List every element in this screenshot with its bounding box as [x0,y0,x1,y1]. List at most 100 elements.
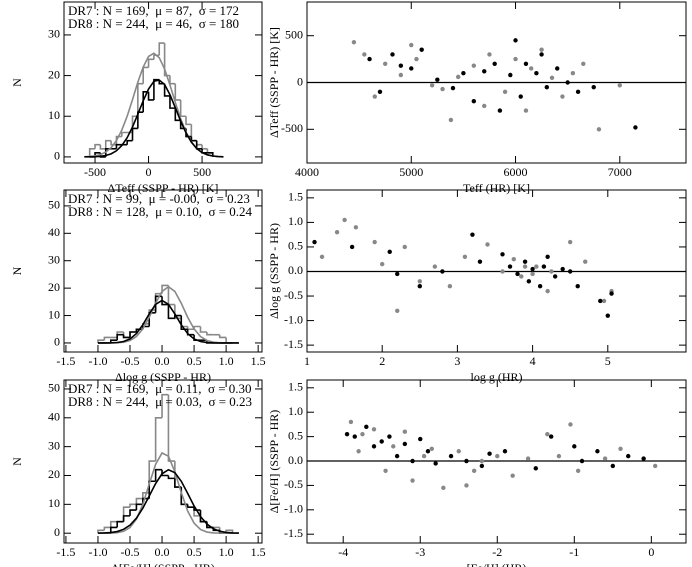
histogram-bin [218,334,227,339]
scatter-point [575,89,581,95]
scatter-point [545,431,550,437]
scatter-point [523,108,529,113]
y-axis-label: ΔTeff (SSPP - HR) [K] [267,27,281,138]
scatter-point [482,103,487,109]
histogram-bin [174,83,181,101]
scatter-point [596,127,602,132]
scatter-point [482,69,487,74]
annotation: DR8 : N = 244, μ = 0.03, σ = 0.23 [68,394,252,409]
x-axis-label: Teff (HR) [K] [463,181,530,195]
scatter-point [485,242,490,247]
scatter-point [591,84,596,90]
scatter-point [414,56,419,62]
scatter-point [560,94,565,99]
scatter-point [409,66,414,71]
scatter-point [395,308,400,313]
scatter-point [455,74,461,80]
scatter-point [633,125,638,130]
x-tick-label: -2 [492,545,502,559]
scatter-point [372,239,377,245]
scatter-point [510,473,515,478]
scatter-point [419,47,424,52]
histogram-bin [153,78,160,100]
histogram-bin [147,58,154,68]
x-tick-label: -500 [84,165,106,179]
histogram-bin [110,140,117,146]
x-tick-label: 4 [530,354,536,368]
scatter-point [379,439,384,444]
scatter-point [479,463,485,469]
x-tick-label: -0.5 [121,354,140,368]
x-tick-label: -0.5 [121,545,140,559]
scatter-point [617,83,622,88]
histogram-bin [126,139,133,145]
scatter-point [549,269,554,274]
histogram-bin [167,304,175,320]
scatter-point [530,271,535,277]
histogram-bin [109,339,118,343]
scatter-point [497,108,503,113]
histogram-bin [174,108,181,122]
scatter-point [518,94,523,99]
y-tick-label: -1.0 [284,502,303,516]
x-tick-label: 3 [454,354,460,368]
scatter-point [435,77,440,82]
histogram-bin [122,334,130,339]
x-tick-label: -1.5 [56,545,75,559]
scatter-point [500,269,505,274]
x-tick-label: 0.0 [155,545,170,559]
histogram-bin [137,111,144,129]
scatter-point [344,431,350,437]
scatter-point [652,463,658,469]
scatter-point [544,84,550,90]
panel: -1.5 -1.0 -0.5 0.0 0.5 1.0 1.501020304050Δlog … [10,189,266,384]
histogram-bin [154,468,163,482]
y-tick-label: -500 [281,121,303,135]
scatter-point [525,456,531,461]
fit-curve [97,451,239,534]
histogram-bin [199,326,207,333]
x-tick-label: 6000 [504,165,528,179]
y-tick-label: 40 [48,410,60,424]
histogram-bin [103,336,111,341]
scatter-point [626,453,631,459]
scatter-point [567,239,573,245]
x-tick-label: -4 [338,545,348,559]
scatter-point [568,422,573,427]
scatter-point [492,61,497,66]
y-tick-label: 1.5 [288,380,303,394]
scatter-point [387,434,392,439]
y-tick-label: 30 [48,438,60,452]
histogram-bin [179,99,187,118]
y-tick-label: 0.5 [288,428,303,442]
scatter-point [609,291,614,296]
scatter-point [349,244,355,250]
x-tick-label: 1.5 [251,354,266,368]
histogram-bin [116,333,124,341]
histogram-bin [195,140,203,146]
x-tick-label: 1.5 [251,545,266,559]
scatter-point [515,271,520,277]
y-tick-label: 10 [48,496,60,510]
histogram-bin [129,331,137,338]
scatter-point [528,66,534,71]
histogram-bin [148,480,156,499]
scatter-point [601,298,607,304]
histogram-bin [161,469,169,477]
y-tick-label: 30 [48,252,60,266]
x-axis-label: log g (HR) [471,370,523,384]
x-tick-label: -1 [569,545,579,559]
histogram-bin [185,116,192,126]
scatter-point [410,458,415,464]
histogram-bin [115,135,122,145]
x-tick-label: 1.0 [219,354,234,368]
scatter-point [552,274,558,279]
y-tick-label: 500 [285,27,303,41]
scatter-point [537,284,543,289]
y-tick-label: 20 [48,280,60,294]
y-tick-label: 30 [48,27,60,41]
x-tick-label: 2 [379,354,385,368]
scatter-point [464,483,469,488]
x-tick-label: 0 [648,545,654,559]
panel: -500 0 500 0 10 20 30 ΔTeff (SSPP - HR) [K] N DR7… [10,1,263,195]
